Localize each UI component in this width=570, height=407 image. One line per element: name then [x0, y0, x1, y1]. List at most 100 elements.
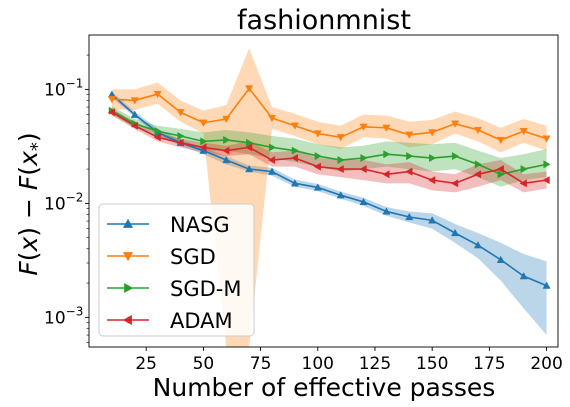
point-adam-40: [176, 138, 184, 147]
point-nasg-170: [473, 241, 482, 249]
line-adam: [111, 111, 547, 185]
point-sgd-m-140: [406, 152, 414, 161]
point-adam-80: [267, 156, 276, 165]
point-sgd-20: [130, 97, 139, 105]
point-adam-160: [450, 179, 459, 188]
legend-marker-sgd: [122, 252, 134, 262]
band-sgd-m: [111, 106, 547, 187]
chart-title: fashionmnist: [237, 5, 411, 36]
point-sgd-90: [290, 122, 299, 130]
axes: 25 50 75 100 125 150 175 200 10−3 10−2 10−1: [44, 34, 563, 374]
legend-label-sgd: SGD: [170, 245, 216, 269]
point-nasg-90: [290, 179, 299, 187]
point-nasg-150: [428, 216, 437, 224]
point-adam-30: [153, 133, 161, 142]
point-nasg-60: [222, 155, 231, 164]
legend: NASG SGD SGD-M ADAM: [98, 203, 255, 337]
point-sgd-m-120: [360, 154, 368, 163]
legend-label-nasg: NASG: [170, 213, 230, 237]
point-nasg-140: [405, 212, 414, 221]
point-nasg-190: [519, 272, 528, 280]
y-tick-label-−2: 10−2: [44, 190, 83, 214]
x-tick-label-100: 100: [302, 354, 334, 374]
band-adam: [111, 108, 547, 193]
point-sgd-m-80: [268, 143, 277, 152]
point-adam-180: [496, 165, 504, 174]
x-axis-label: Number of effective passes: [153, 373, 496, 402]
point-adam-150: [428, 176, 436, 185]
x-tick-label-50: 50: [193, 354, 215, 374]
point-adam-130: [382, 170, 390, 179]
point-sgd-m-30: [154, 127, 162, 136]
point-sgd-110: [336, 134, 345, 142]
legend-marker-adam: [122, 314, 132, 326]
x-tick-label-150: 150: [416, 354, 448, 374]
point-nasg-100: [313, 183, 322, 191]
x-tick-label-125: 125: [359, 354, 391, 374]
point-adam-60: [222, 146, 230, 155]
svg-text:F(x) − F(x*): F(x) − F(x*): [14, 132, 48, 275]
point-adam-190: [519, 179, 527, 188]
point-nasg-110: [336, 191, 345, 199]
point-sgd-130: [382, 124, 391, 132]
point-sgd-50: [199, 119, 208, 127]
point-adam-20: [130, 121, 138, 130]
point-sgd-m-150: [429, 154, 437, 163]
point-adam-50: [199, 143, 207, 152]
y-tick-label-−1: 10−1: [44, 76, 83, 100]
point-sgd-m-40: [177, 131, 185, 141]
legend-label-adam: ADAM: [170, 309, 233, 333]
point-adam-10: [107, 108, 116, 117]
point-nasg-130: [382, 207, 391, 215]
point-adam-110: [336, 165, 344, 174]
x-tick-label-75: 75: [250, 354, 272, 374]
point-nasg-200: [542, 281, 551, 289]
legend-marker-sgd-m: [124, 282, 134, 294]
point-sgd-70: [245, 85, 254, 93]
point-nasg-20: [130, 110, 139, 118]
point-sgd-180: [496, 136, 505, 145]
point-sgd-m-90: [291, 146, 300, 155]
point-adam-90: [290, 154, 299, 163]
point-nasg-70: [245, 164, 254, 173]
point-adam-120: [359, 165, 367, 174]
point-sgd-30: [153, 90, 162, 99]
point-sgd-m-60: [223, 135, 231, 145]
point-sgd-m-170: [474, 160, 483, 169]
point-sgd-60: [222, 115, 231, 124]
point-adam-170: [473, 170, 482, 179]
point-sgd-m-180: [497, 170, 505, 179]
point-sgd-190: [519, 128, 528, 136]
point-sgd-m-130: [383, 150, 391, 159]
point-sgd-m-190: [520, 165, 528, 174]
point-sgd-m-160: [451, 152, 460, 161]
plot-frame: [88, 34, 559, 348]
point-sgd-m-110: [337, 156, 345, 165]
point-sgd-m-70: [246, 138, 254, 147]
point-nasg-120: [359, 197, 368, 206]
line-sgd: [111, 87, 547, 141]
x-tick-label-175: 175: [473, 354, 505, 374]
point-nasg-180: [496, 255, 505, 263]
point-sgd-140: [405, 131, 414, 139]
legend-label-sgd-m: SGD-M: [170, 277, 241, 301]
point-sgd-10: [107, 96, 116, 104]
point-adam-70: [245, 143, 253, 152]
point-sgd-120: [359, 123, 368, 131]
point-sgd-170: [473, 126, 482, 135]
point-adam-140: [405, 167, 413, 176]
point-sgd-m-100: [314, 152, 322, 161]
point-adam-100: [313, 162, 321, 171]
x-tick-label-200: 200: [530, 354, 562, 374]
series-markers: [107, 85, 551, 289]
point-sgd-160: [451, 120, 460, 128]
point-sgd-150: [428, 129, 437, 137]
point-sgd-100: [313, 130, 322, 138]
legend-box: [98, 203, 255, 337]
point-sgd-200: [542, 135, 551, 143]
legend-marker-nasg: [122, 218, 134, 228]
point-nasg-160: [451, 228, 460, 237]
point-sgd-m-50: [200, 137, 208, 146]
x-tick-label-25: 25: [135, 354, 157, 374]
